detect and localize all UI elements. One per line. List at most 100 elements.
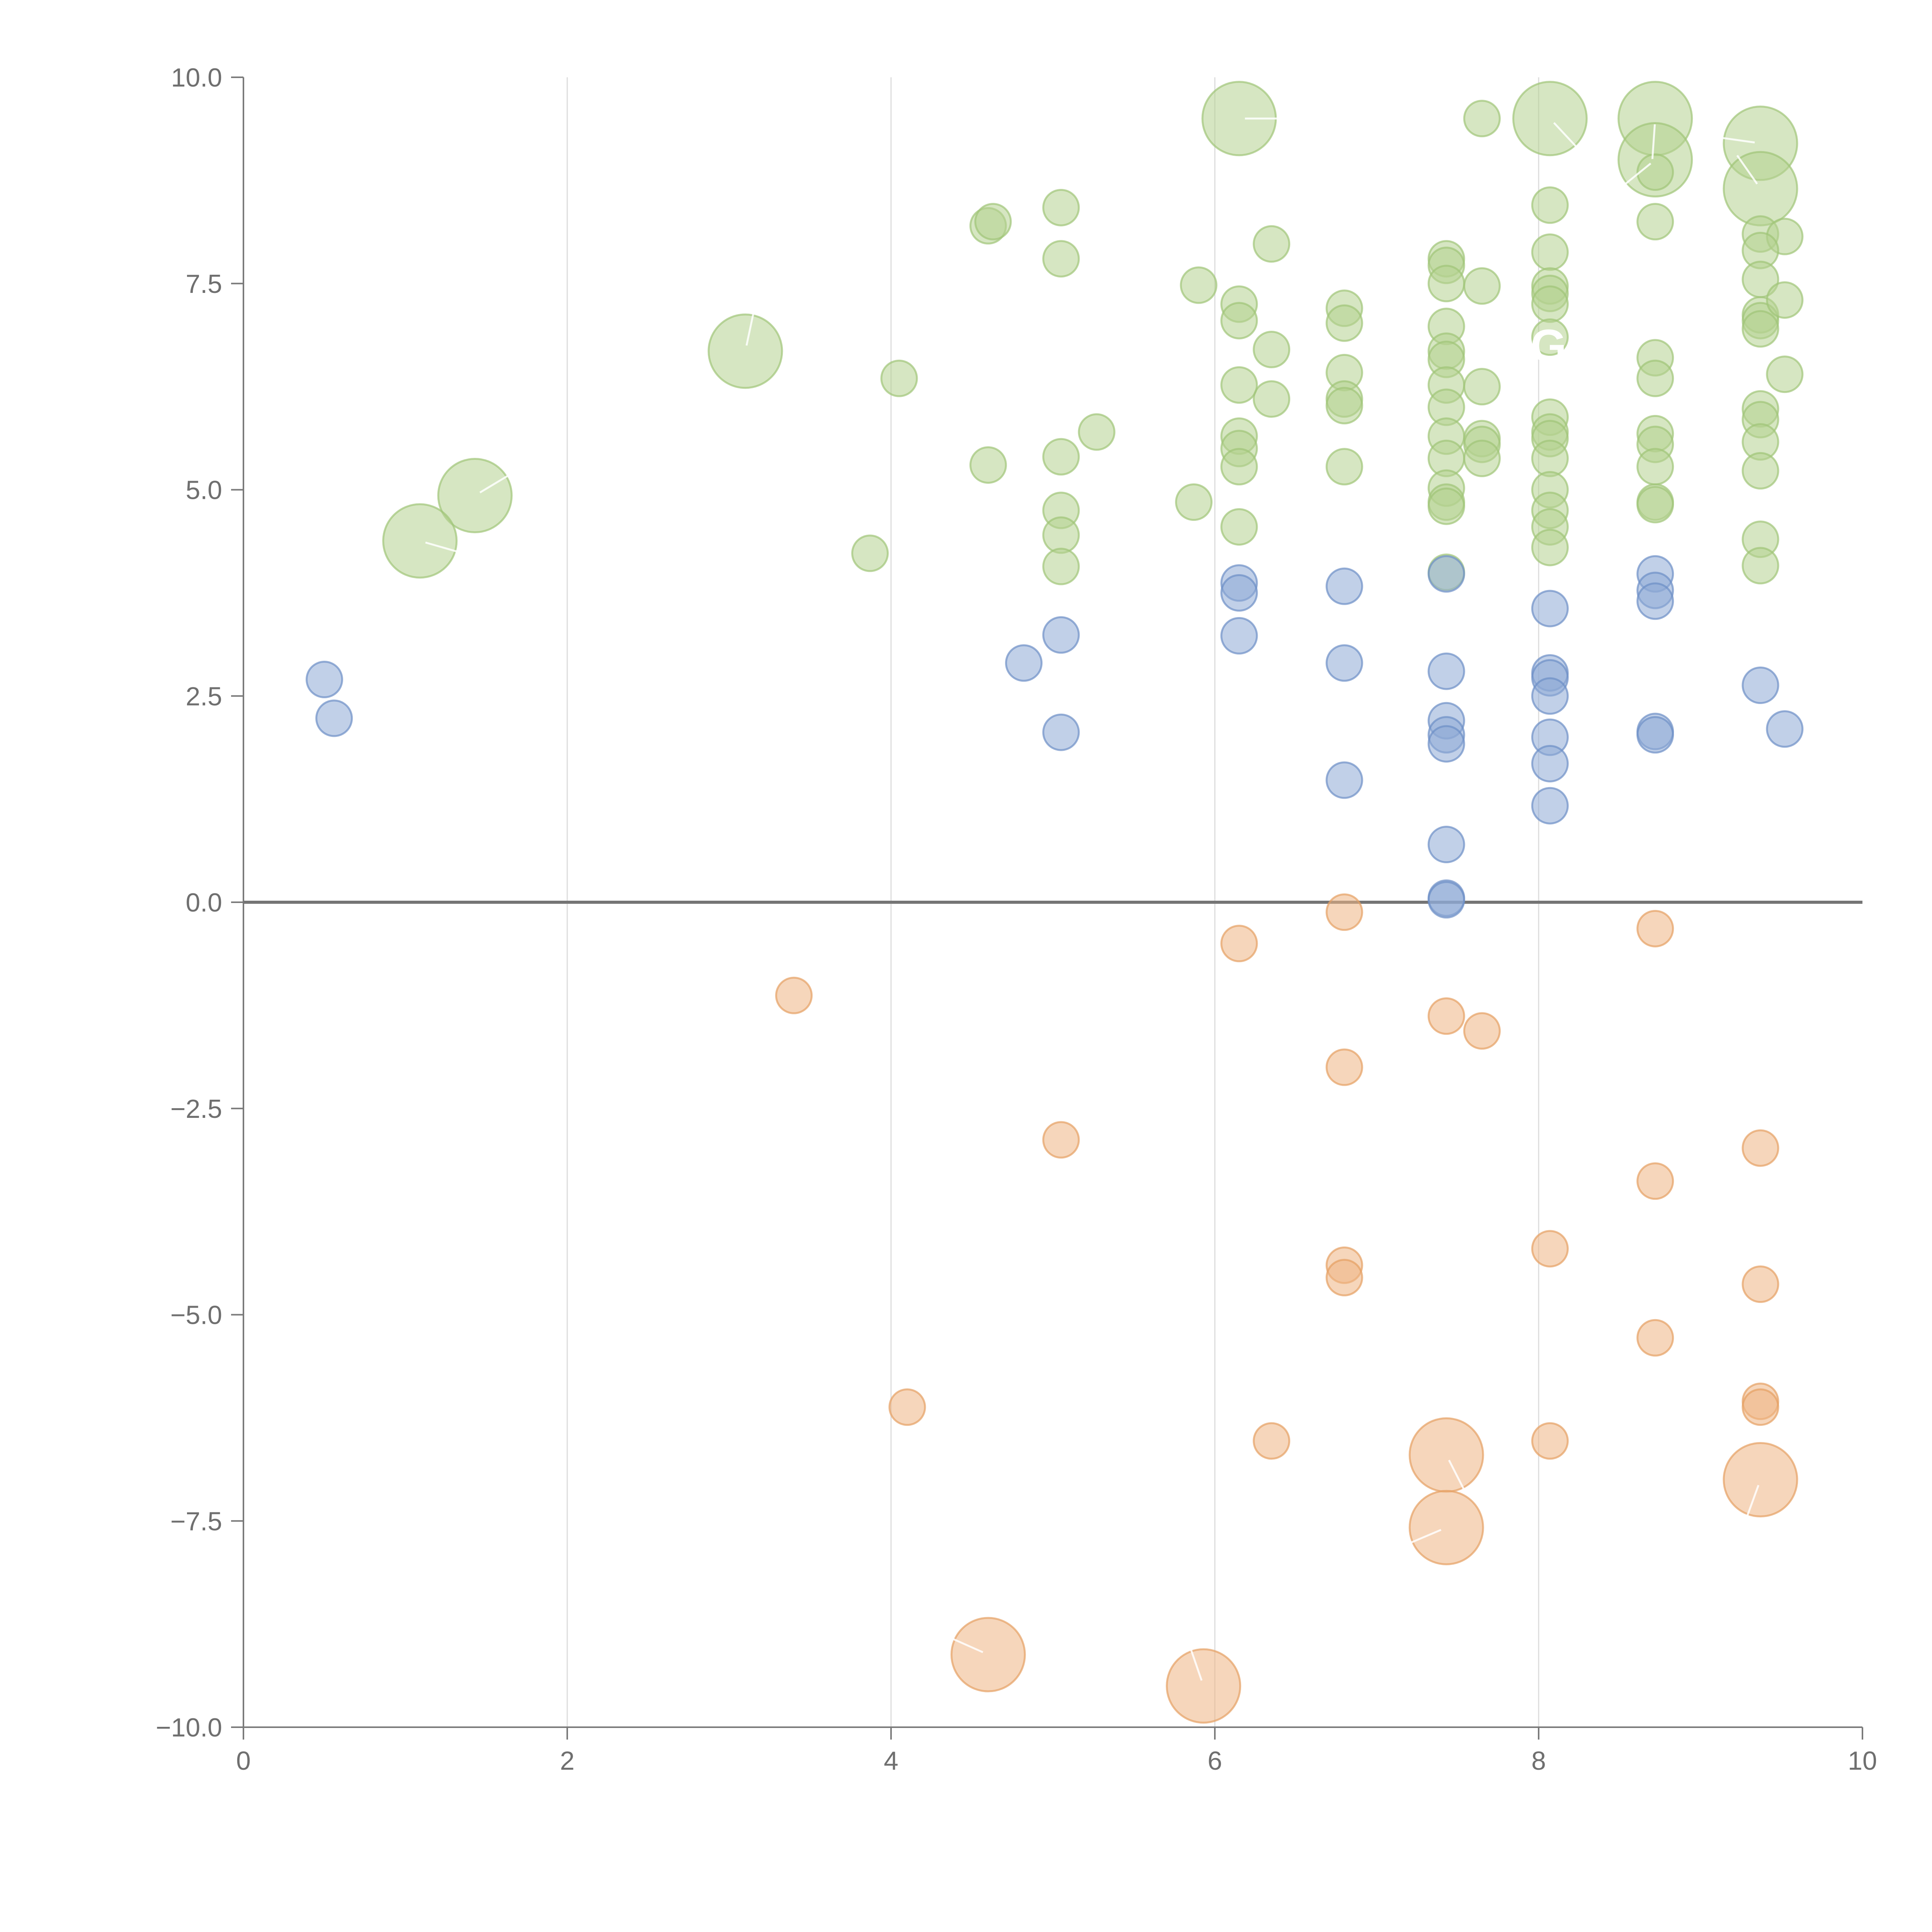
orange-bubble — [1325, 1048, 1363, 1086]
green-bubble — [1220, 302, 1258, 340]
blue-bubble — [306, 661, 343, 699]
green-bubble — [974, 203, 1012, 241]
blue-bubble — [1636, 716, 1674, 754]
green-bubble — [1325, 304, 1363, 342]
green-bubble — [1220, 508, 1258, 546]
blue-bubble — [1427, 826, 1465, 864]
green-bubble — [880, 359, 918, 397]
blue-bubble — [1427, 652, 1465, 690]
y-tick-label: 10.0 — [171, 63, 222, 92]
green-bubble — [1463, 439, 1501, 477]
x-tick-label: 6 — [1208, 1746, 1222, 1776]
green-bubble — [1531, 318, 1569, 356]
green-bubble — [1742, 452, 1779, 490]
green-bubble — [969, 446, 1007, 484]
blue-bubble — [1766, 710, 1804, 748]
green-bubble — [1180, 266, 1218, 304]
bubble-leader-line — [1745, 1485, 1760, 1519]
green-bubble — [707, 313, 783, 389]
orange-bubble — [1220, 925, 1258, 963]
green-bubble — [1636, 153, 1674, 191]
x-tick-label: 8 — [1531, 1746, 1546, 1776]
blue-bubble — [1531, 677, 1569, 715]
blue-bubble — [1220, 574, 1258, 612]
orange-bubble — [950, 1617, 1026, 1692]
green-bubble — [1742, 310, 1779, 348]
bubble-leader-line — [1189, 1647, 1203, 1681]
bubble-leader-line — [479, 474, 510, 493]
orange-bubble — [1325, 1259, 1363, 1296]
green-bubble — [1220, 366, 1258, 404]
green-bubble — [437, 457, 513, 533]
y-tick-label: 5.0 — [185, 476, 222, 505]
green-bubble — [1427, 265, 1465, 303]
orange-bubble — [1636, 1319, 1674, 1357]
green-bubble — [1766, 281, 1804, 319]
x-tick-label: 4 — [884, 1746, 898, 1776]
green-bubble — [1531, 186, 1569, 224]
orange-bubble — [1531, 1230, 1569, 1268]
green-bubble — [1531, 439, 1569, 477]
orange-bubble — [1408, 1490, 1484, 1565]
bubble-leader-line — [1448, 1459, 1466, 1492]
axes: 0 2 4 6 8 10 10.0 7.5 5.0 2.5 0.0 −2.5 −5.0 −7.5 −10.0 — [156, 63, 1877, 1776]
bubbles — [306, 81, 1804, 1724]
blue-bubble — [1005, 644, 1043, 682]
y-tick-label: 2.5 — [185, 682, 222, 711]
green-bubble — [1463, 100, 1501, 138]
blue-bubble — [1325, 761, 1363, 799]
green-bubble — [1636, 359, 1674, 397]
x-tick-label: 0 — [236, 1746, 251, 1776]
orange-bubble — [1636, 1162, 1674, 1200]
annotations: G — [425, 117, 1760, 1681]
orange-bubble — [1742, 1129, 1779, 1167]
y-tick-label: 7.5 — [185, 269, 222, 299]
green-bubble — [1463, 267, 1501, 305]
orange-bubble — [1408, 1417, 1484, 1493]
orange-bubble — [1723, 1442, 1798, 1517]
green-bubble — [1636, 448, 1674, 486]
blue-bubble — [1531, 787, 1569, 825]
blue-bubble — [1742, 666, 1779, 704]
orange-bubble — [1253, 1422, 1291, 1460]
bubble-leader-line — [1651, 124, 1656, 159]
green-bubble — [1427, 487, 1465, 525]
blue-bubble — [1531, 590, 1569, 628]
green-bubble — [1531, 529, 1569, 566]
green-bubble — [1463, 368, 1501, 406]
green-bubble — [382, 503, 458, 579]
y-tick-label: −5.0 — [170, 1301, 222, 1330]
bubble-leader-line — [1553, 122, 1578, 149]
bubble-leader-line — [1736, 155, 1758, 185]
green-bubble — [1175, 483, 1213, 521]
green-bubble — [1742, 547, 1779, 585]
bubble-leader-line — [425, 541, 459, 553]
orange-bubble — [1463, 1012, 1501, 1050]
bubble-leader-line — [1623, 162, 1651, 186]
green-bubble — [1253, 225, 1291, 263]
green-bubble — [1042, 516, 1080, 554]
green-bubble — [1042, 438, 1080, 476]
orange-bubble — [775, 976, 813, 1014]
annotation-label: G — [1531, 320, 1566, 372]
orange-bubble — [1325, 893, 1363, 931]
green-bubble — [1531, 285, 1569, 323]
blue-bubble — [1042, 616, 1080, 654]
blue-bubble — [1325, 644, 1363, 682]
bubble-leader-line — [1720, 136, 1755, 144]
green-bubble — [1042, 240, 1080, 278]
green-bubble — [1325, 448, 1363, 486]
green-bubble — [1325, 387, 1363, 425]
y-tick-label: −7.5 — [170, 1507, 222, 1536]
green-bubble — [1636, 486, 1674, 524]
orange-bubble — [888, 1388, 926, 1426]
blue-bubble — [1325, 567, 1363, 605]
orange-bubble — [1042, 1121, 1080, 1159]
blue-bubble — [1220, 617, 1258, 655]
green-bubble — [1042, 548, 1080, 585]
blue-bubble — [1427, 725, 1465, 763]
orange-bubble — [1742, 1388, 1779, 1426]
green-bubble — [1636, 203, 1674, 241]
y-tick-label: −10.0 — [156, 1713, 222, 1742]
